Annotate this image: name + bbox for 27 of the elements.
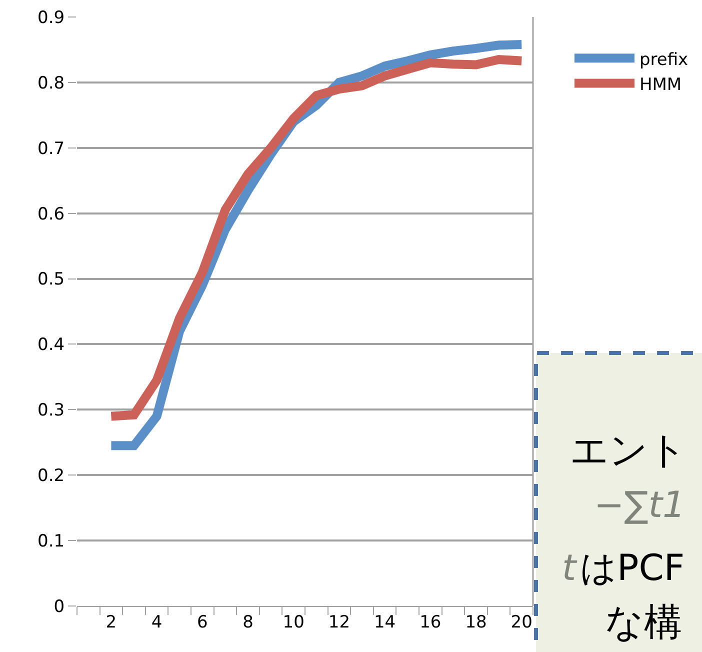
x-tick-label: 6	[196, 612, 208, 632]
y-tick-label: 0.1	[38, 532, 65, 552]
y-tick-label: 0.8	[38, 73, 65, 94]
text: エント	[570, 428, 687, 472]
legend-label: prefix	[639, 50, 688, 70]
x-tick-label: 10	[282, 612, 304, 632]
x-tick-label: 16	[420, 612, 442, 632]
x-tick-label: 14	[374, 612, 396, 632]
y-tick-label: 0.3	[38, 400, 65, 421]
x-tick-label: 20	[510, 612, 532, 632]
legend-label: HMM	[639, 74, 682, 95]
y-tick-label: 0.9	[38, 8, 65, 28]
text: t	[562, 548, 578, 589]
text: はPCF	[580, 548, 685, 589]
y-tick-label: 0.2	[38, 466, 65, 486]
y-tick-label: 0.5	[38, 270, 65, 290]
text: な構	[605, 600, 682, 644]
x-tick-label: 18	[465, 612, 487, 632]
x-tick-label: 12	[328, 612, 350, 632]
y-tick-label: 0.7	[38, 138, 65, 159]
y-tick-label: 0	[54, 596, 65, 617]
x-tick-label: 4	[151, 612, 162, 632]
y-tick-label: 0.4	[38, 335, 65, 356]
x-tick-label: 8	[242, 612, 254, 632]
y-tick-label: 0.6	[38, 204, 65, 224]
text: −∑t1	[594, 485, 686, 526]
x-tick-label: 2	[106, 612, 117, 632]
